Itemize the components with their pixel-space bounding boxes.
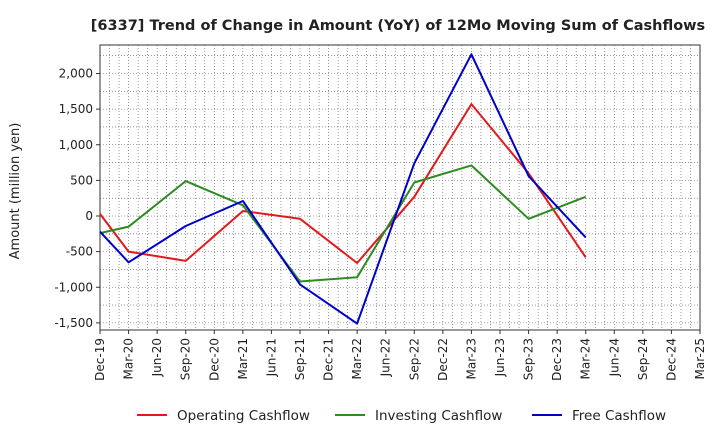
- x-tick-label: Sep-21: [293, 338, 307, 380]
- y-tick-label: 2,000: [59, 67, 93, 81]
- x-tick-label: Dec-21: [322, 338, 336, 381]
- y-tick-label: 0: [85, 209, 93, 223]
- x-tick-label: Mar-21: [236, 338, 250, 379]
- x-tick-label: Mar-23: [464, 338, 478, 379]
- series-lines: [99, 53, 587, 325]
- x-tick-label: Dec-24: [664, 338, 678, 381]
- x-tick-label: Mar-25: [693, 338, 707, 379]
- x-axis: Dec-19 Mar-20 Jun-20 Sep-20 Dec-20 Mar-21 Jun-…: [93, 330, 707, 381]
- series-line-free-cashflow: [99, 53, 587, 325]
- y-tick-label: 500: [70, 173, 93, 187]
- x-tick-label: Mar-20: [122, 338, 136, 379]
- x-tick-label: Jun-23: [493, 338, 507, 377]
- legend: Operating Cashflow Investing Cashflow Free…: [137, 408, 666, 424]
- x-tick-label: Dec-20: [207, 338, 221, 381]
- y-axis-label: Amount (million yen): [8, 123, 23, 260]
- x-tick-label: Mar-22: [350, 338, 364, 379]
- x-tick-label: Jun-22: [379, 338, 393, 377]
- x-tick-label: Sep-23: [522, 338, 536, 380]
- x-tick-label: Jun-21: [264, 338, 278, 377]
- x-tick-label: Sep-20: [179, 338, 193, 380]
- y-tick-label: 1,500: [59, 102, 93, 116]
- series-line-operating-cashflow: [99, 103, 587, 264]
- x-tick-label: Sep-22: [407, 338, 421, 380]
- series-line-investing-cashflow: [99, 164, 587, 283]
- x-tick-label: Jun-24: [607, 338, 621, 377]
- x-tick-label: Dec-22: [436, 338, 450, 381]
- y-tick-label: -1,500: [54, 316, 93, 330]
- y-tick-label: -1,000: [54, 280, 93, 294]
- legend-label: Investing Cashflow: [375, 408, 502, 424]
- x-tick-label: Mar-24: [579, 338, 593, 379]
- y-tick-label: 1,000: [59, 138, 93, 152]
- x-tick-label: Dec-19: [93, 338, 107, 381]
- chart-title: [6337] Trend of Change in Amount (YoY) o…: [91, 18, 705, 34]
- legend-label: Operating Cashflow: [177, 408, 310, 424]
- legend-label: Free Cashflow: [572, 408, 666, 424]
- x-tick-label: Jun-20: [150, 338, 164, 377]
- y-tick-label: -500: [66, 245, 93, 259]
- x-tick-label: Sep-24: [636, 338, 650, 380]
- y-axis: -1,500 -1,000 -500 0 500 1,000 1,500 2,000: [54, 67, 100, 330]
- x-tick-label: Dec-23: [550, 338, 564, 381]
